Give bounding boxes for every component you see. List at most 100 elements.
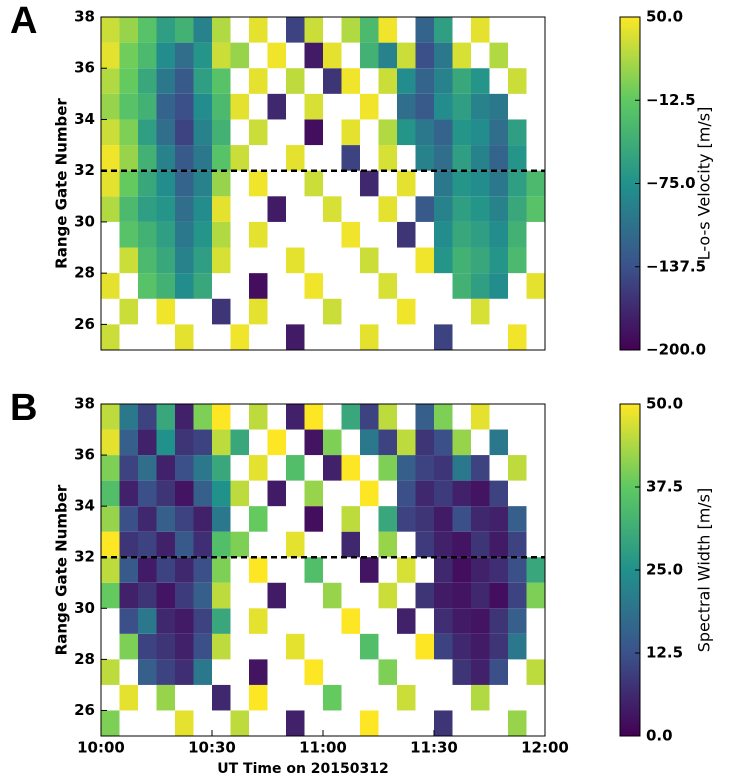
heatmap-cell bbox=[175, 42, 194, 69]
heatmap-cell bbox=[175, 324, 194, 350]
y-tick-label: 36 bbox=[74, 446, 95, 464]
heatmap-cell bbox=[119, 196, 138, 222]
heatmap-cell bbox=[101, 324, 120, 350]
heatmap-cell bbox=[397, 68, 416, 94]
heatmap-cell bbox=[175, 170, 194, 197]
heatmap-cell bbox=[119, 506, 138, 532]
heatmap-cell bbox=[230, 42, 249, 69]
heatmap-cell bbox=[175, 531, 194, 558]
heatmap-cell bbox=[249, 404, 268, 430]
heatmap-cell bbox=[286, 247, 305, 274]
heatmap-cell bbox=[471, 480, 490, 507]
heatmap-cell bbox=[212, 429, 231, 456]
heatmap-cell bbox=[452, 633, 471, 660]
heatmap-cell bbox=[156, 506, 175, 532]
heatmap-cell bbox=[101, 404, 120, 430]
heatmap-cell bbox=[156, 659, 175, 685]
heatmap-cell bbox=[249, 557, 268, 583]
heatmap-cell bbox=[360, 429, 379, 456]
heatmap-cell bbox=[452, 659, 471, 685]
heatmap-cell bbox=[434, 429, 453, 456]
x-tick-label: 10:00 bbox=[77, 739, 125, 757]
heatmap-cell bbox=[452, 455, 471, 481]
heatmap-cell bbox=[471, 247, 490, 274]
y-tick-label: 34 bbox=[74, 497, 95, 515]
heatmap-cell bbox=[212, 684, 231, 711]
heatmap-cell bbox=[119, 68, 138, 94]
heatmap-cell bbox=[378, 145, 397, 171]
heatmap-cell bbox=[378, 42, 397, 69]
heatmap-cell bbox=[119, 684, 138, 711]
heatmap-cell bbox=[452, 68, 471, 94]
heatmap-cell bbox=[471, 455, 490, 481]
heatmap-cell bbox=[471, 273, 490, 299]
heatmap-cell bbox=[434, 93, 453, 120]
heatmap-cell bbox=[508, 455, 527, 481]
heatmap-cell bbox=[508, 247, 527, 274]
heatmap-cell bbox=[323, 455, 342, 481]
heatmap-cell bbox=[415, 480, 434, 507]
heatmap-cell bbox=[452, 196, 471, 222]
heatmap-cell bbox=[175, 247, 194, 274]
heatmap-cell bbox=[508, 506, 527, 532]
heatmap-cell bbox=[193, 93, 212, 120]
y-axis-label: Range Gate Number bbox=[53, 484, 71, 655]
heatmap-cell bbox=[452, 582, 471, 609]
heatmap-cell bbox=[341, 608, 360, 634]
colorbar-tick-label: 12.5 bbox=[646, 644, 683, 662]
heatmap-cell bbox=[138, 273, 157, 299]
heatmap-cell bbox=[138, 93, 157, 120]
heatmap-cell bbox=[175, 710, 194, 736]
heatmap-cell bbox=[341, 455, 360, 481]
heatmap-cell bbox=[489, 42, 508, 69]
heatmap-cell bbox=[341, 506, 360, 532]
heatmap-cell bbox=[304, 404, 323, 430]
heatmap-cell bbox=[526, 273, 545, 299]
heatmap-cell bbox=[212, 531, 231, 558]
heatmap-cell bbox=[156, 196, 175, 222]
heatmap-cell bbox=[415, 582, 434, 609]
heatmap-cell bbox=[471, 582, 490, 609]
heatmap-cell bbox=[230, 531, 249, 558]
heatmap-cell bbox=[397, 170, 416, 197]
heatmap-cell bbox=[378, 17, 397, 43]
heatmap-cell bbox=[212, 455, 231, 481]
heatmap-cell bbox=[508, 633, 527, 660]
heatmap-cell bbox=[119, 170, 138, 197]
heatmap-cell bbox=[323, 429, 342, 456]
heatmap-cell bbox=[508, 582, 527, 609]
y-axis-label: Range Gate Number bbox=[53, 98, 71, 269]
heatmap-cell bbox=[489, 221, 508, 248]
heatmap-cell bbox=[175, 429, 194, 456]
heatmap-cell bbox=[249, 68, 268, 94]
heatmap-cell bbox=[489, 119, 508, 146]
heatmap-cell bbox=[508, 68, 527, 94]
heatmap-cell bbox=[452, 429, 471, 456]
heatmap-cell bbox=[138, 17, 157, 43]
heatmap-cell bbox=[138, 531, 157, 558]
heatmap-cell bbox=[526, 582, 545, 609]
heatmap-cell bbox=[397, 557, 416, 583]
heatmap-cell bbox=[212, 404, 231, 430]
heatmap-cell bbox=[193, 659, 212, 685]
heatmap-cell bbox=[175, 404, 194, 430]
colorbar-tick-label: 50.0 bbox=[646, 8, 683, 26]
heatmap-cell bbox=[489, 557, 508, 583]
heatmap-cell bbox=[193, 221, 212, 248]
heatmap-cell bbox=[156, 17, 175, 43]
heatmap-cell bbox=[101, 17, 120, 43]
heatmap-cell bbox=[193, 145, 212, 171]
heatmap-cell bbox=[212, 68, 231, 94]
heatmap-cell bbox=[360, 42, 379, 69]
heatmap-cell bbox=[119, 531, 138, 558]
heatmap-cell bbox=[452, 506, 471, 532]
heatmap-cell bbox=[323, 684, 342, 711]
heatmap-cell bbox=[286, 710, 305, 736]
heatmap-cell bbox=[267, 196, 286, 222]
heatmap-cell bbox=[101, 429, 120, 456]
colorbar-label: Spectral Width [m/s] bbox=[695, 488, 714, 653]
y-tick-label: 28 bbox=[74, 650, 95, 668]
heatmap-cell bbox=[138, 170, 157, 197]
heatmap-cell bbox=[212, 247, 231, 274]
heatmap-cell bbox=[156, 582, 175, 609]
